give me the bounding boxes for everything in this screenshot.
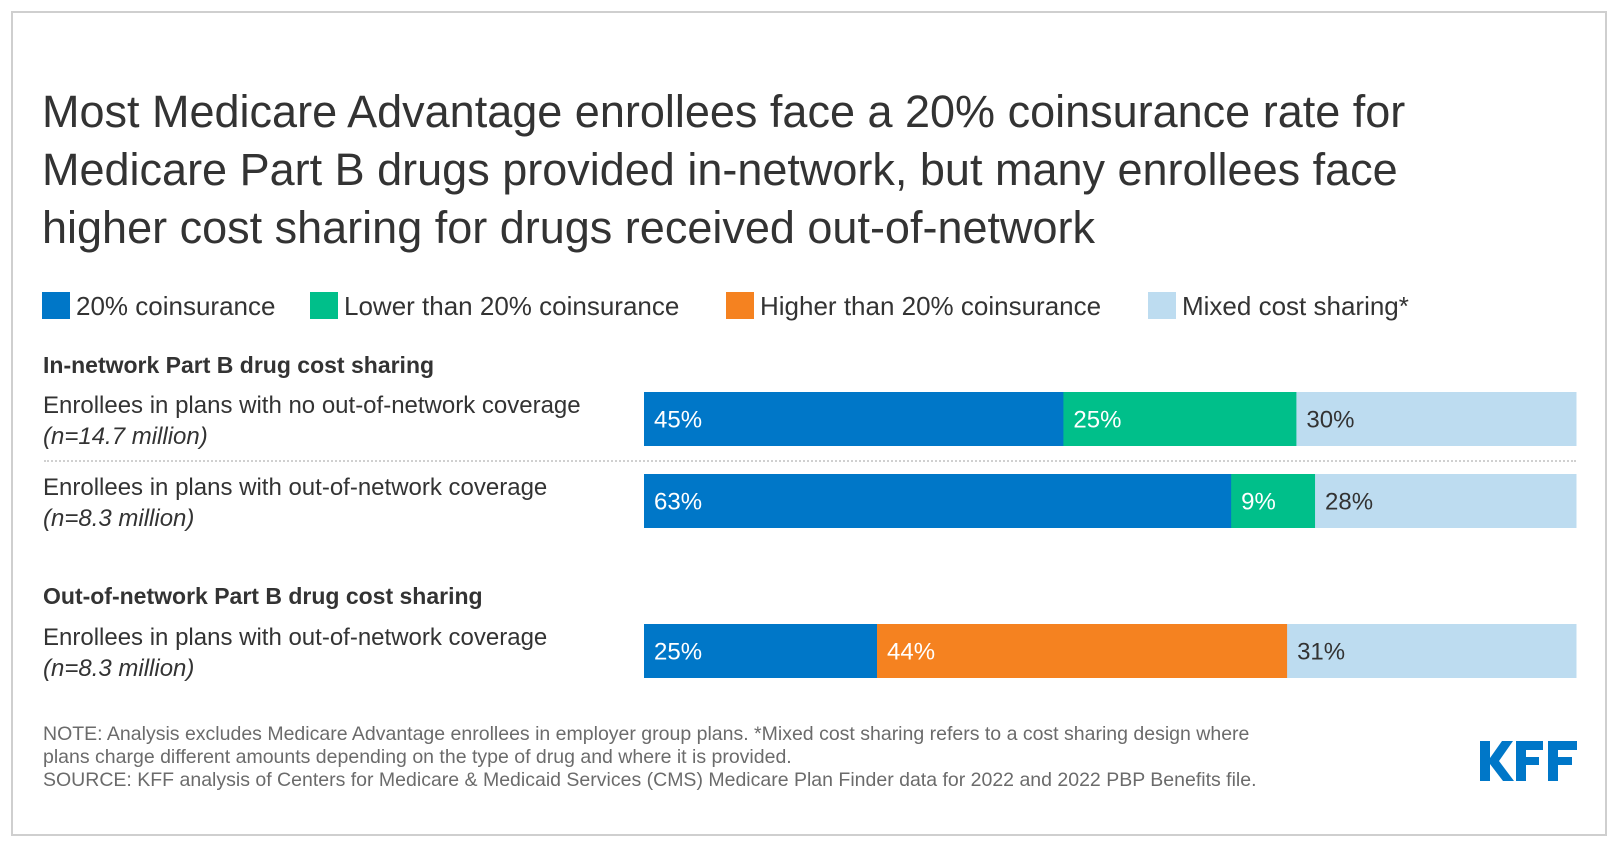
chart-title: Most Medicare Advantage enrollees face a… xyxy=(42,83,1582,257)
bar-row: 45% 25% 30% xyxy=(644,392,1577,446)
bar-segment xyxy=(1315,474,1577,528)
legend-label: Higher than 20% coinsurance xyxy=(760,291,1102,321)
bar-data-label: 28% xyxy=(1325,489,1373,516)
legend-label: Lower than 20% coinsurance xyxy=(344,291,680,321)
legend-swatch xyxy=(1148,292,1176,319)
footer-source: SOURCE: KFF analysis of Centers for Medi… xyxy=(43,769,1257,791)
row-label-text: Enrollees in plans with no out-of-networ… xyxy=(43,392,581,419)
bar-data-label: 25% xyxy=(1073,407,1121,434)
footer-notes: NOTE: Analysis excludes Medicare Advanta… xyxy=(43,723,1463,792)
section-heading-in-network: In-network Part B drug cost sharing xyxy=(43,352,435,378)
footer-note: NOTE: Analysis excludes Medicare Advanta… xyxy=(43,723,1250,745)
bar-data-label: 63% xyxy=(654,489,702,516)
row-label-n: (n=8.3 million) xyxy=(43,505,195,532)
bar-data-label: 25% xyxy=(654,639,702,666)
bar-segment xyxy=(877,624,1288,678)
legend-swatch xyxy=(726,292,754,319)
kff-logo-icon xyxy=(1480,741,1577,781)
legend-swatch xyxy=(42,292,70,319)
chart-title-line: Most Medicare Advantage enrollees face a… xyxy=(42,86,1406,137)
row-label-n: (n=14.7 million) xyxy=(43,423,208,450)
bar-data-label: 45% xyxy=(654,407,702,434)
row-label-text: Enrollees in plans with out-of-network c… xyxy=(43,624,548,651)
legend-swatch xyxy=(310,292,338,319)
bar-segment xyxy=(644,624,878,678)
bar-data-label: 31% xyxy=(1297,639,1345,666)
row-label: Enrollees in plans with out-of-network c… xyxy=(43,472,547,534)
bar-row: 25% 44% 31% xyxy=(644,624,1577,678)
bar-row: 63% 9% 28% xyxy=(644,474,1577,528)
footer-note: plans charge different amounts depending… xyxy=(43,746,792,768)
bar-data-label: 30% xyxy=(1306,407,1354,434)
row-label: Enrollees in plans with out-of-network c… xyxy=(43,622,547,684)
bar-segment xyxy=(644,474,1232,528)
row-divider xyxy=(44,460,1576,462)
bar-segment xyxy=(1231,474,1316,528)
row-label: Enrollees in plans with no out-of-networ… xyxy=(43,390,581,452)
chart-title-line: Medicare Part B drugs provided in-networ… xyxy=(42,144,1398,195)
bar-data-label: 9% xyxy=(1241,489,1276,516)
bar-segment xyxy=(1063,392,1297,446)
section-heading-out-of-network: Out-of-network Part B drug cost sharing xyxy=(43,583,483,609)
bar-segment xyxy=(1287,624,1577,678)
chart-title-line: higher cost sharing for drugs received o… xyxy=(42,202,1096,253)
row-label-text: Enrollees in plans with out-of-network c… xyxy=(43,474,548,501)
bar-segment xyxy=(1296,392,1577,446)
bar-segment xyxy=(644,392,1064,446)
legend-label: Mixed cost sharing* xyxy=(1182,291,1409,321)
bar-data-label: 44% xyxy=(887,639,935,666)
legend-label: 20% coinsurance xyxy=(76,291,276,321)
row-label-n: (n=8.3 million) xyxy=(43,655,195,682)
